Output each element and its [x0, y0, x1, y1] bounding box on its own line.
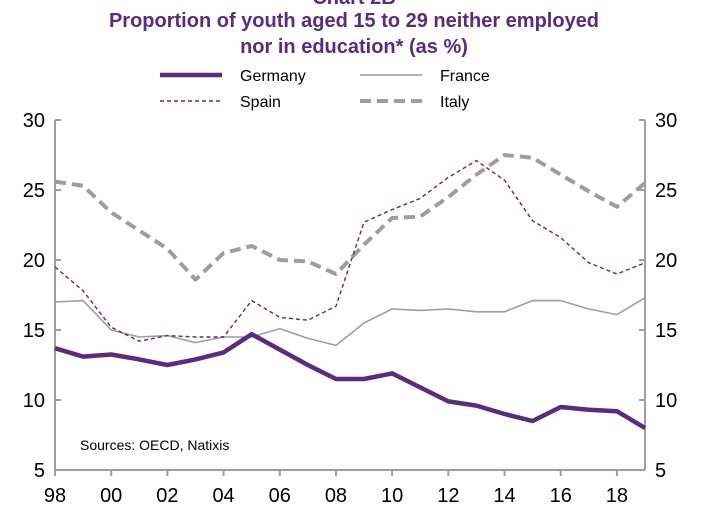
- y-tick-label-right: 25: [655, 180, 677, 202]
- series-line-france: [54, 297, 646, 347]
- axes: 30 30 25 25 20 20 15 15 10 10 5 5 98 00 02 04 06 08 10 12 14…: [23, 110, 678, 507]
- y-tick-label-left: 20: [23, 250, 45, 272]
- x-tick-label: 04: [212, 485, 234, 507]
- chart-title-line1: Proportion of youth aged 15 to 29 neithe…: [108, 10, 600, 32]
- y-tick-label-right: 20: [655, 250, 677, 272]
- legend-label-italy: Italy: [440, 94, 469, 111]
- x-tick-label: 18: [606, 485, 628, 507]
- legend-label-spain: Spain: [240, 94, 281, 111]
- x-tick-label: 12: [437, 485, 459, 507]
- x-tick-label: 08: [325, 485, 347, 507]
- chart-header: Chart 2B: [0, 0, 708, 10]
- x-tick-label: 14: [493, 485, 515, 507]
- y-tick-label-right: 15: [655, 320, 677, 342]
- x-tick-label: 06: [269, 485, 291, 507]
- series-line-italy: [54, 153, 647, 282]
- y-tick-label-left: 30: [23, 110, 45, 132]
- y-tick-label-left: 25: [23, 180, 45, 202]
- x-tick-label: 98: [44, 485, 66, 507]
- y-tick-label-left: 15: [23, 320, 45, 342]
- source-note: Sources: OECD, Natixis: [80, 437, 229, 453]
- x-tick-label: 00: [100, 485, 122, 507]
- y-tick-label-left: 10: [23, 390, 45, 412]
- series-lines: [54, 153, 647, 430]
- x-tick-label: 02: [156, 485, 178, 507]
- y-tick-label-right: 30: [655, 110, 677, 132]
- legend: Germany France Spain Italy: [160, 68, 490, 111]
- y-tick-label-right: 10: [655, 390, 677, 412]
- x-tick-label: 10: [381, 485, 403, 507]
- chart-title-line2: nor in education* (as %): [240, 36, 468, 58]
- series-line-spain: [54, 159, 646, 342]
- series-line-germany: [54, 331, 647, 430]
- y-tick-label-right: 5: [655, 460, 666, 482]
- x-tick-label: 16: [550, 485, 572, 507]
- legend-label-france: France: [440, 68, 490, 85]
- y-tick-label-left: 5: [34, 460, 45, 482]
- legend-label-germany: Germany: [240, 68, 306, 85]
